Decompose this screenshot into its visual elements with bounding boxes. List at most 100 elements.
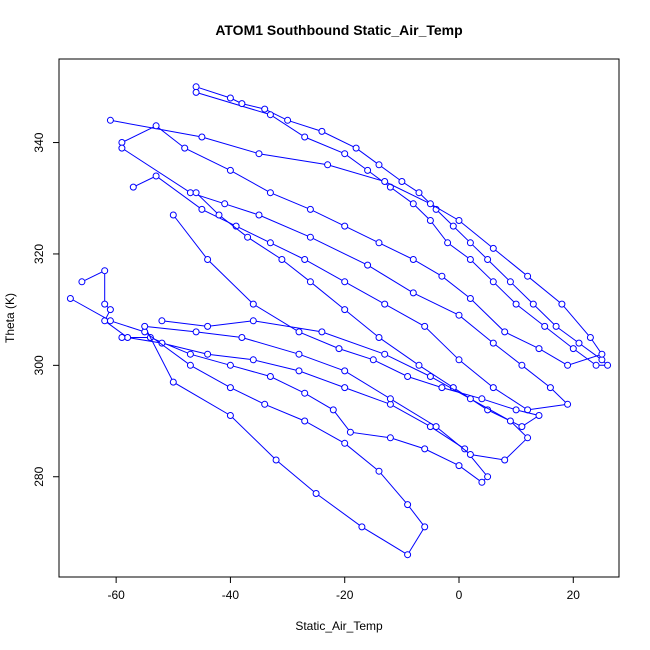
data-point (226, 361, 234, 369)
data-point (375, 239, 383, 247)
data-point (375, 334, 383, 341)
data-point (341, 306, 349, 314)
data-point (124, 334, 132, 341)
data-point (438, 384, 446, 392)
data-point (169, 378, 177, 386)
data-point (404, 501, 412, 509)
x-axis-label: Static_Air_Temp (295, 619, 383, 633)
data-point (592, 361, 600, 369)
data-point (421, 445, 429, 453)
data-point (484, 256, 492, 263)
chart-title: ATOM1 Southbound Static_Air_Temp (215, 22, 462, 38)
data-point (295, 367, 303, 375)
data-point (181, 144, 189, 152)
data-point (329, 406, 337, 414)
data-point (249, 356, 257, 364)
data-point (352, 144, 360, 152)
data-point (341, 222, 349, 230)
data-point (341, 150, 349, 158)
data-point (381, 178, 389, 185)
data-point (409, 200, 417, 208)
data-point (341, 384, 349, 392)
data-point (318, 328, 326, 336)
x-tick-label: 0 (456, 588, 463, 602)
data-point (404, 373, 412, 380)
data-point (226, 384, 234, 392)
data-point (501, 456, 509, 464)
data-point (169, 211, 177, 219)
data-point (204, 350, 212, 358)
data-point (512, 406, 520, 414)
data-point (141, 322, 149, 330)
data-point (106, 317, 114, 325)
data-point (478, 395, 486, 403)
data-point (466, 256, 474, 263)
data-point (455, 311, 463, 319)
data-point (106, 306, 114, 314)
data-point (478, 478, 486, 486)
data-point (404, 551, 412, 559)
x-tick-label: -40 (222, 588, 240, 602)
data-point (512, 300, 520, 308)
data-point (284, 116, 292, 124)
data-point (409, 256, 417, 263)
data-point (455, 462, 463, 470)
data-point (261, 400, 269, 408)
data-point (78, 278, 86, 286)
data-point (375, 161, 383, 169)
data-point (129, 183, 137, 191)
data-point (341, 439, 349, 447)
data-point (455, 217, 463, 224)
data-point (192, 328, 200, 336)
data-point (312, 490, 320, 497)
data-point (501, 328, 509, 336)
x-tick-label: -60 (107, 588, 125, 602)
data-point (152, 172, 160, 180)
data-point (489, 339, 497, 347)
data-point (409, 289, 417, 297)
data-point (466, 239, 474, 247)
data-point (198, 205, 206, 213)
data-point (215, 211, 223, 219)
data-point (186, 189, 194, 197)
data-point (204, 322, 212, 330)
data-point (306, 205, 314, 213)
data-point (335, 345, 343, 353)
data-point (586, 334, 594, 341)
data-point (518, 361, 526, 369)
data-point (575, 339, 583, 347)
data-point (426, 217, 434, 224)
data-point (489, 244, 497, 252)
data-point (306, 278, 314, 286)
y-axis: 280 300 320 340 (32, 132, 60, 487)
data-point (461, 445, 469, 453)
data-point (358, 523, 366, 531)
series-line (172, 192, 541, 428)
data-point (66, 295, 74, 302)
data-point (158, 339, 166, 347)
data-point (118, 144, 126, 152)
data-point (421, 322, 429, 330)
data-point (192, 189, 200, 197)
y-tick-label: 340 (32, 132, 46, 152)
plot-area (66, 83, 612, 559)
y-tick-label: 320 (32, 244, 46, 264)
data-point (186, 361, 194, 369)
data-point (386, 434, 394, 442)
data-point (204, 256, 212, 263)
series-line (110, 119, 603, 366)
data-point (535, 345, 543, 353)
data-point (506, 417, 514, 425)
data-point (255, 211, 263, 219)
data-point (426, 200, 434, 208)
data-point (152, 122, 160, 130)
data-point (518, 423, 526, 431)
data-point (301, 256, 309, 263)
data-point (192, 88, 200, 96)
data-point (221, 200, 229, 208)
data-point (266, 189, 274, 197)
data-point (272, 456, 280, 464)
data-point (386, 395, 394, 403)
series-line (70, 298, 529, 556)
